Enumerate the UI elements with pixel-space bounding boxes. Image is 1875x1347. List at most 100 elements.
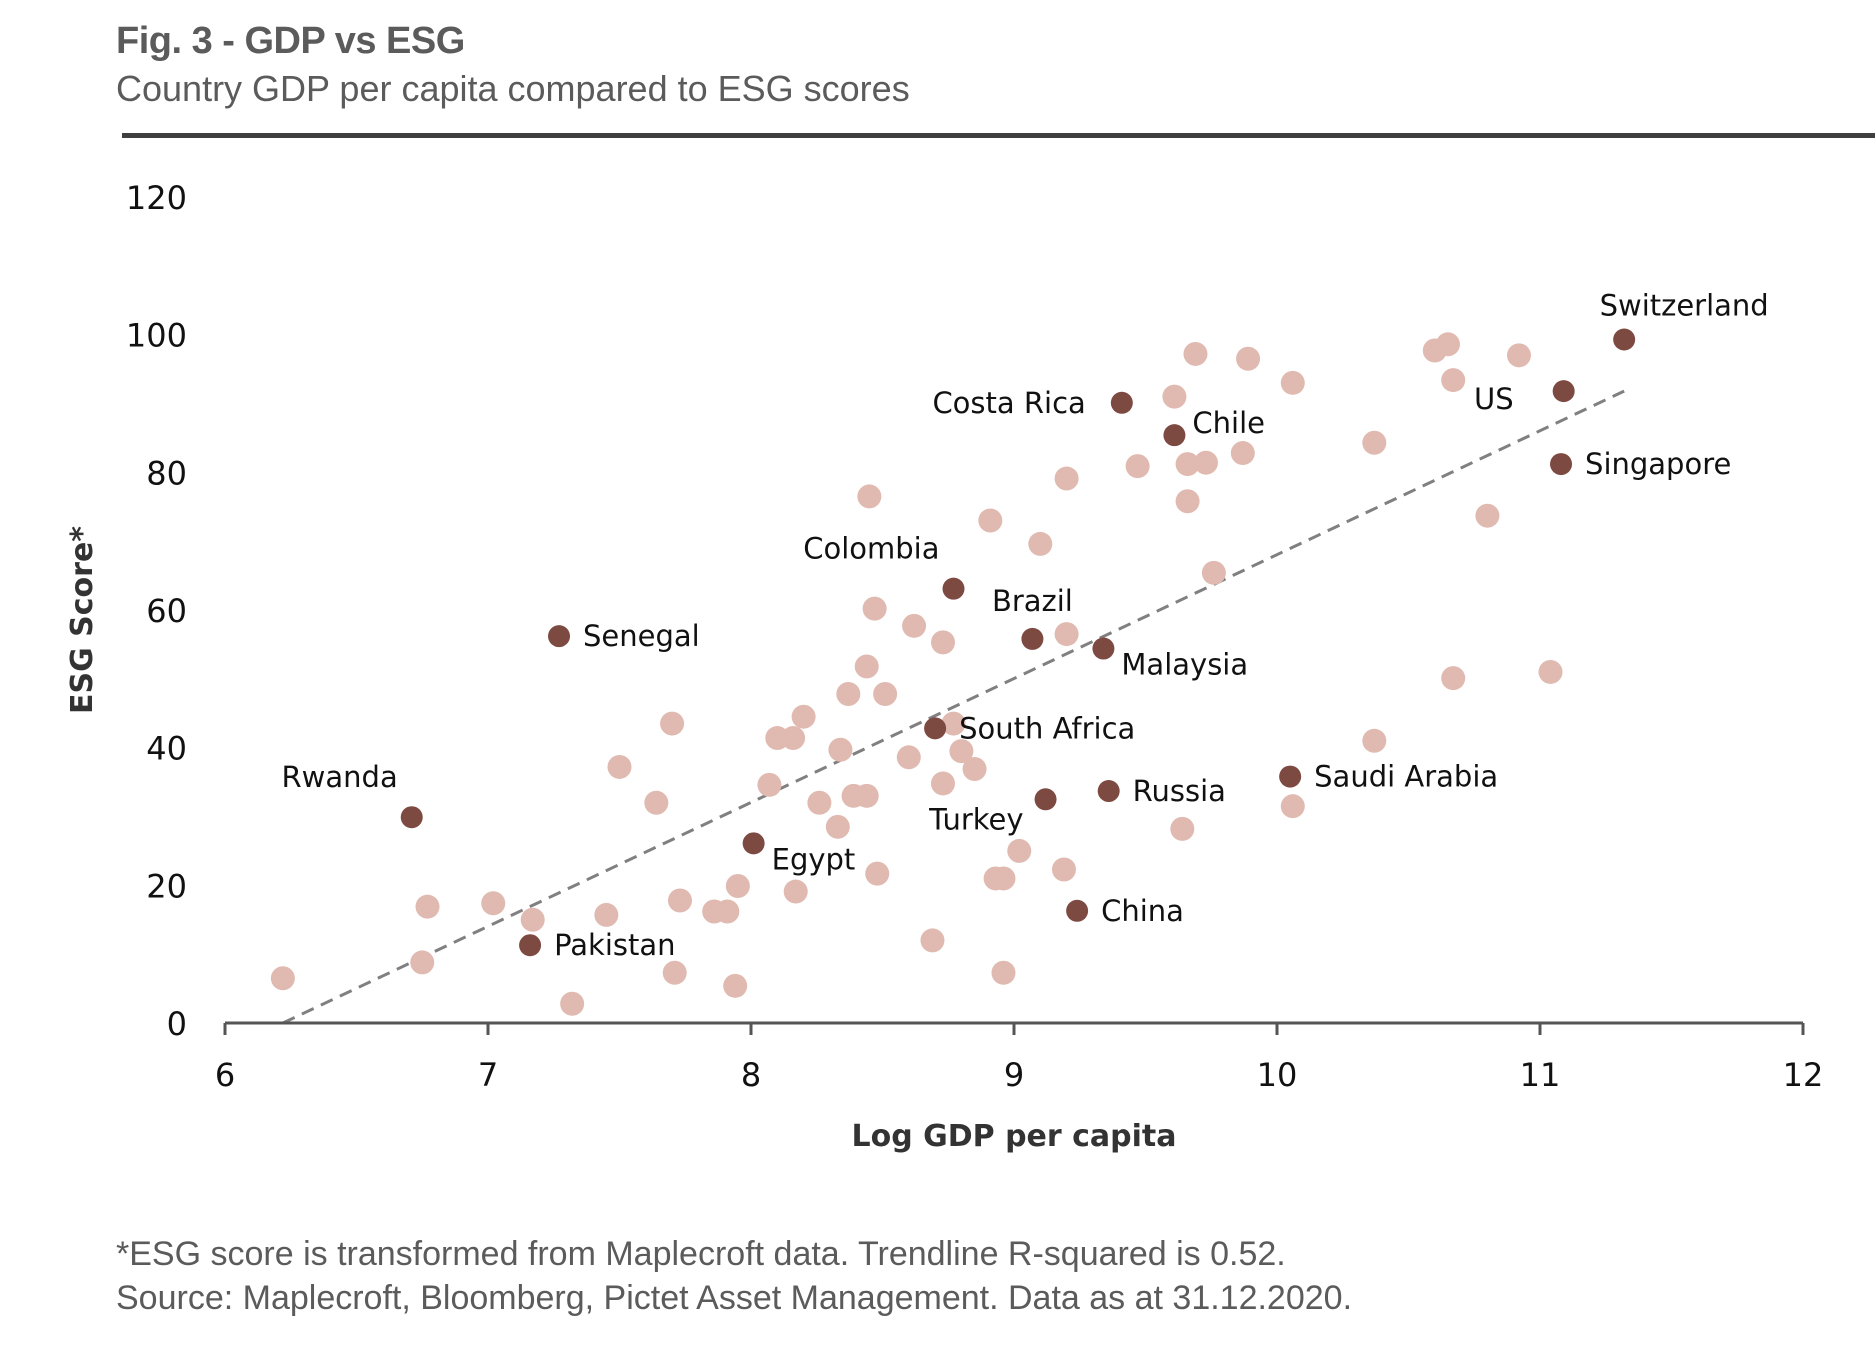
data-point-switzerland bbox=[1613, 328, 1636, 351]
data-point bbox=[949, 739, 974, 764]
data-point bbox=[828, 737, 853, 762]
chart-subtitle: Country GDP per capita compared to ESG s… bbox=[116, 68, 910, 109]
x-tick-label: 8 bbox=[741, 1056, 761, 1094]
data-point bbox=[854, 783, 879, 808]
x-tick-label: 11 bbox=[1520, 1056, 1561, 1094]
data-point bbox=[594, 902, 619, 927]
y-tick-label: 100 bbox=[126, 317, 187, 355]
data-point bbox=[1441, 368, 1466, 393]
data-point bbox=[1054, 466, 1079, 491]
data-point bbox=[1007, 838, 1032, 863]
data-point-turkey bbox=[1034, 788, 1057, 811]
data-point bbox=[807, 790, 832, 815]
data-point bbox=[930, 771, 955, 796]
data-point-china bbox=[1066, 899, 1089, 922]
data-point bbox=[1441, 666, 1466, 691]
point-label: Pakistan bbox=[554, 928, 675, 962]
data-point bbox=[1162, 384, 1187, 409]
data-point bbox=[607, 754, 632, 779]
data-point-pakistan bbox=[519, 934, 542, 957]
data-point bbox=[723, 973, 748, 998]
data-point-costa-rica bbox=[1110, 391, 1133, 414]
data-point-rwanda bbox=[400, 806, 423, 829]
y-tick-label: 40 bbox=[146, 730, 187, 768]
y-tick-label: 0 bbox=[167, 1005, 187, 1043]
y-tick-label: 80 bbox=[146, 454, 187, 492]
data-point bbox=[1175, 452, 1200, 477]
background-points bbox=[270, 332, 1563, 1016]
data-point-brazil bbox=[1021, 627, 1044, 650]
point-label: Costa Rica bbox=[932, 386, 1085, 420]
point-label: South Africa bbox=[959, 711, 1135, 745]
data-point bbox=[660, 711, 685, 736]
data-point bbox=[930, 630, 955, 655]
data-point bbox=[920, 928, 945, 953]
point-label: Chile bbox=[1192, 406, 1265, 440]
data-point bbox=[1054, 622, 1079, 647]
data-point bbox=[1538, 659, 1563, 684]
data-point bbox=[481, 891, 506, 916]
data-point-egypt bbox=[742, 832, 765, 855]
data-point bbox=[1051, 857, 1076, 882]
point-label: Saudi Arabia bbox=[1314, 760, 1498, 794]
data-point bbox=[991, 960, 1016, 985]
title-divider bbox=[122, 133, 1875, 138]
data-point bbox=[902, 613, 927, 638]
data-point bbox=[873, 681, 898, 706]
data-point bbox=[1280, 370, 1305, 395]
data-point-saudi-arabia bbox=[1279, 765, 1302, 788]
data-point bbox=[991, 866, 1016, 891]
data-point-singapore bbox=[1550, 453, 1573, 476]
trendline bbox=[282, 389, 1625, 1025]
data-point bbox=[857, 484, 882, 509]
data-point-russia bbox=[1097, 780, 1120, 803]
data-point bbox=[520, 907, 545, 932]
data-point bbox=[1125, 454, 1150, 479]
data-point bbox=[1435, 332, 1460, 357]
data-point bbox=[865, 861, 890, 886]
y-tick-label: 120 bbox=[126, 179, 187, 217]
data-point bbox=[781, 726, 806, 751]
data-point bbox=[962, 757, 987, 782]
highlighted-points: Switzerland US Singapore Costa Rica Chile Col… bbox=[282, 288, 1769, 962]
data-point bbox=[1183, 341, 1208, 366]
chart-title: Fig. 3 - GDP vs ESG bbox=[116, 20, 465, 62]
scatter-chart: Switzerland US Singapore Costa Rica Chile Col… bbox=[65, 179, 1823, 1154]
trendline-layer bbox=[282, 389, 1625, 1025]
data-point bbox=[1028, 531, 1053, 556]
data-point bbox=[1362, 728, 1387, 753]
data-point bbox=[644, 790, 669, 815]
data-point bbox=[783, 879, 808, 904]
x-tick-label: 7 bbox=[478, 1056, 498, 1094]
x-tick-label: 6 bbox=[215, 1056, 235, 1094]
point-label: Switzerland bbox=[1600, 288, 1769, 322]
data-point bbox=[978, 508, 1003, 533]
data-point bbox=[836, 681, 861, 706]
x-axis-title: Log GDP per capita bbox=[851, 1119, 1176, 1154]
data-point bbox=[862, 596, 887, 621]
data-point-colombia bbox=[942, 577, 965, 600]
data-point bbox=[1201, 560, 1226, 585]
data-point bbox=[1506, 343, 1531, 368]
data-point bbox=[1175, 489, 1200, 514]
y-tick-label: 60 bbox=[146, 592, 187, 630]
data-point bbox=[854, 654, 879, 679]
point-label: Colombia bbox=[803, 532, 939, 566]
data-point bbox=[1236, 346, 1261, 371]
data-point bbox=[1280, 794, 1305, 819]
y-tick-label: 20 bbox=[146, 867, 187, 905]
data-point-south-africa bbox=[924, 717, 947, 740]
data-point-senegal bbox=[548, 625, 571, 648]
data-point bbox=[662, 960, 687, 985]
data-point bbox=[415, 894, 440, 919]
x-tick-label: 9 bbox=[1004, 1056, 1024, 1094]
point-label: Malaysia bbox=[1121, 648, 1248, 682]
data-point-us bbox=[1552, 380, 1575, 403]
x-tick-label: 12 bbox=[1783, 1056, 1824, 1094]
data-point bbox=[1230, 441, 1255, 466]
data-point bbox=[715, 899, 740, 924]
source-note: Source: Maplecroft, Bloomberg, Pictet As… bbox=[116, 1279, 1353, 1317]
point-label: China bbox=[1101, 894, 1184, 928]
data-point bbox=[1362, 430, 1387, 455]
